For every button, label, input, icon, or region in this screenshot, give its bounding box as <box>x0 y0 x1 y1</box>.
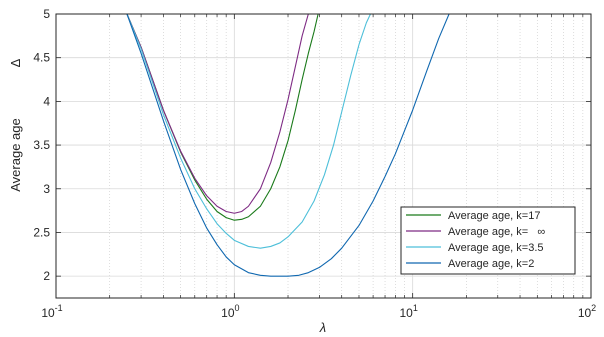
x-axis-label: λ <box>319 320 326 335</box>
series-line-3 <box>126 14 371 249</box>
x-tick-label: 10-1 <box>41 303 62 320</box>
x-tick-label: 100 <box>221 303 239 320</box>
plot-frame <box>55 13 592 299</box>
y-tick-label: 4 <box>43 94 50 108</box>
y-tick-label: 3.5 <box>33 138 50 152</box>
grid <box>56 14 591 298</box>
y-tick-label: 5 <box>43 7 50 21</box>
legend-label-4: Average age, k=2 <box>448 258 534 270</box>
y-tick-label: 3 <box>43 182 50 196</box>
legend-label-2: Average age, k= ∞ <box>448 226 545 238</box>
x-tick-label: 101 <box>399 303 417 320</box>
legend-label-3: Average age, k=3.5 <box>448 242 544 254</box>
y-axis-label-group: Average age Δ <box>8 58 23 191</box>
legend-label-1: Average age, k=17 <box>448 210 540 222</box>
y-tick-label: 2.5 <box>33 225 50 239</box>
x-tick-label: 102 <box>578 303 596 320</box>
series-layer <box>126 14 450 277</box>
series-line-4 <box>126 14 450 277</box>
legend: Average age, k=17 Average age, k= ∞ Averag… <box>400 206 576 275</box>
y-axis-label: Average age <box>8 118 23 192</box>
series-line-2 <box>126 14 309 214</box>
y-tick-label: 2 <box>43 269 50 283</box>
y-axis-label-symbol: Δ <box>8 58 23 67</box>
y-tick-label: 4.5 <box>33 51 50 65</box>
